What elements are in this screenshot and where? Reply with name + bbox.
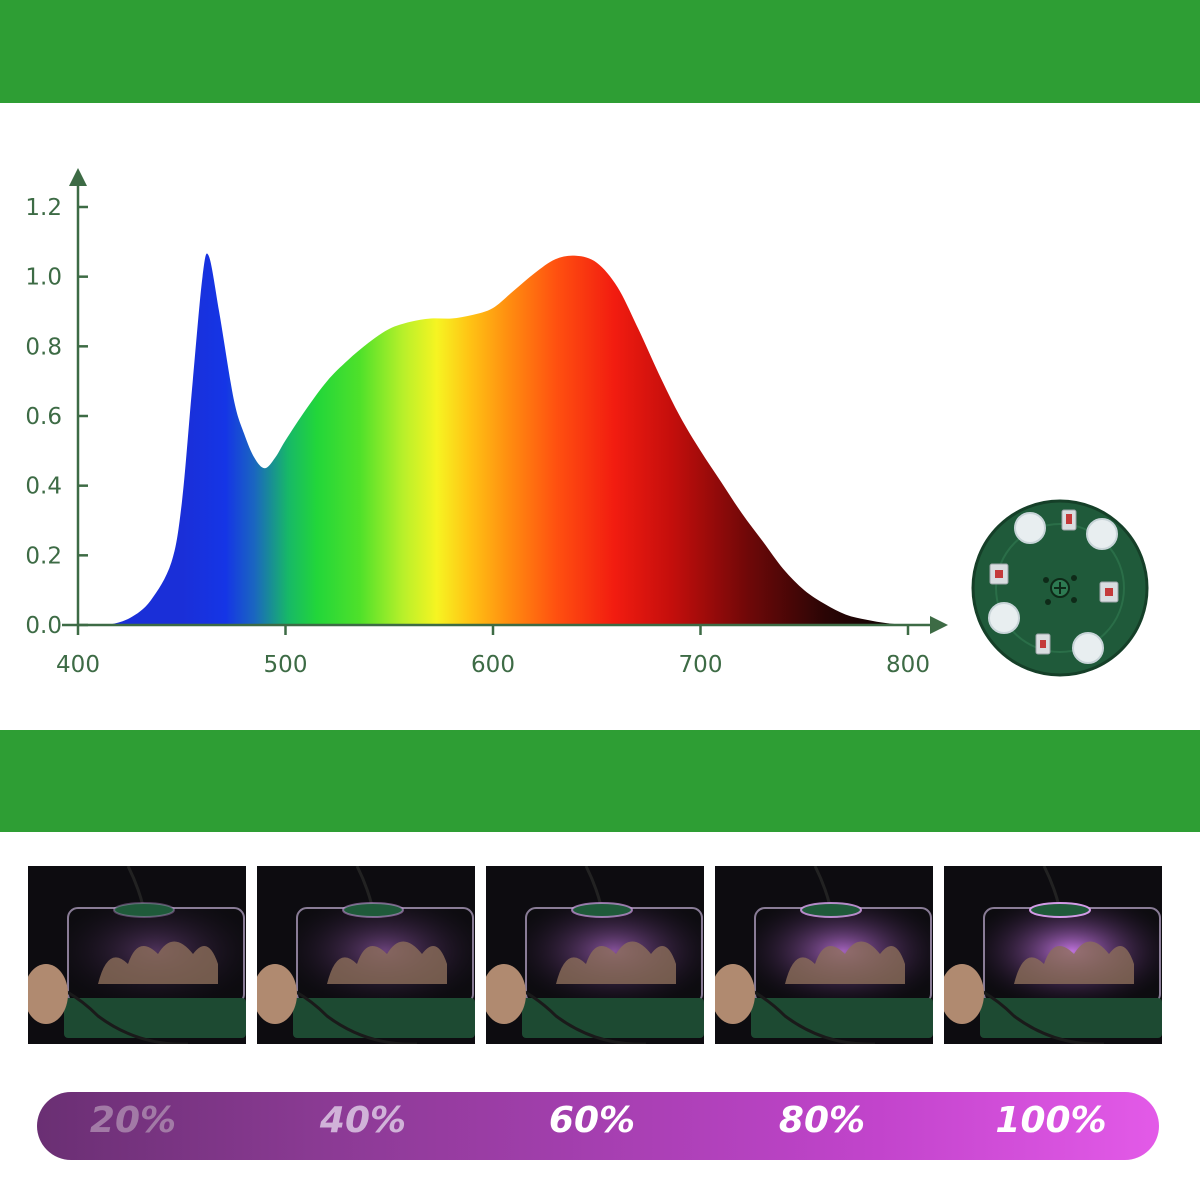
y-tick-label: 1.0 xyxy=(25,265,62,291)
grow-box-photo-3 xyxy=(486,866,704,1044)
y-tick-label: 0.0 xyxy=(25,613,62,639)
led-disc-image xyxy=(971,499,1149,677)
x-tick-label: 400 xyxy=(56,652,100,678)
spectrum-area xyxy=(109,253,909,625)
middle-green-band xyxy=(0,730,1200,832)
spectrum-chart: 400 500 600 700 800 0.0 0.2 0.4 0.6 0.8 1.0 1.2 xyxy=(25,168,948,678)
brightness-label-3: 60% xyxy=(548,1100,636,1141)
brightness-label-1: 20% xyxy=(89,1100,177,1141)
grow-box-photo-5 xyxy=(944,866,1162,1044)
x-tick-label: 500 xyxy=(264,652,308,678)
y-tick-label: 0.4 xyxy=(25,474,62,500)
grow-box-photo-4 xyxy=(715,866,933,1044)
brightness-bar xyxy=(37,1092,1159,1160)
grow-box-photo-2 xyxy=(257,866,475,1044)
y-tick-label: 0.8 xyxy=(25,334,62,360)
x-tick-label: 700 xyxy=(679,652,723,678)
y-tick-label: 1.2 xyxy=(25,195,62,221)
x-tick-label: 800 xyxy=(886,652,930,678)
x-axis-arrow xyxy=(930,616,948,634)
y-axis-arrow xyxy=(69,168,87,186)
brightness-label-2: 40% xyxy=(319,1100,407,1141)
brightness-label-5: 100% xyxy=(995,1100,1107,1141)
brightness-label-4: 80% xyxy=(778,1100,866,1141)
x-axis xyxy=(62,616,948,634)
y-tick-label: 0.2 xyxy=(25,543,62,569)
x-tick-label: 600 xyxy=(471,652,515,678)
y-tick-label: 0.6 xyxy=(25,404,62,430)
disc-lens-holes xyxy=(988,512,1118,664)
top-green-band xyxy=(0,0,1200,103)
y-axis xyxy=(69,168,87,625)
grow-box-photo-1 xyxy=(28,866,246,1044)
